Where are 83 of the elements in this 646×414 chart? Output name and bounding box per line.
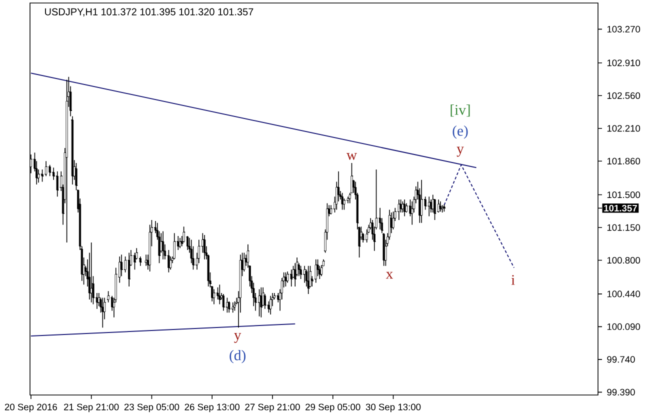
- y-tick-label: 101.500: [607, 191, 640, 198]
- candlestick: [75, 162, 78, 191]
- candlestick: [441, 204, 444, 213]
- candlestick: [128, 252, 130, 287]
- y-tick-label: 100.440: [607, 290, 640, 298]
- annotation: y: [456, 146, 464, 157]
- candlestick: [173, 232, 176, 260]
- chart-title: USDJPY,H1 101.372 101.395 101.320 101.357: [45, 8, 254, 17]
- candlestick: [439, 200, 442, 212]
- candlestick: [178, 237, 182, 249]
- candlestick: [438, 199, 440, 213]
- annotation: [iv]: [450, 104, 470, 117]
- x-tick-label: 21 Sep 21:00: [64, 404, 119, 412]
- y-tick-label: 100.800: [607, 256, 640, 264]
- candlestick: [148, 224, 151, 272]
- y-tick-label: 99.390: [607, 388, 635, 396]
- y-tick-label: 101.860: [607, 158, 640, 164]
- candlestick: [428, 196, 430, 217]
- candlestick: [134, 252, 136, 270]
- annotation: y: [234, 332, 242, 343]
- candlestick: [404, 199, 406, 217]
- candlestick: [204, 234, 206, 260]
- candlestick: [411, 200, 414, 226]
- candlestick: [420, 179, 423, 224]
- candlestick: [346, 196, 350, 204]
- candlestick: [186, 236, 189, 250]
- candlestick: [226, 297, 228, 314]
- y-tick-label: 102.210: [607, 125, 640, 132]
- candlestick: [382, 232, 385, 266]
- candlestick: [228, 301, 230, 314]
- annotation: (d): [230, 350, 246, 364]
- annotation: w: [346, 152, 357, 160]
- x-tick-label: 29 Sep 05:00: [306, 404, 360, 412]
- candlestick: [286, 271, 289, 284]
- candlestick: [304, 265, 306, 284]
- annotation: (e): [452, 125, 468, 139]
- candlestick: [300, 265, 302, 280]
- y-tick-label: 102.560: [607, 92, 640, 99]
- y-tick-label: 103.270: [607, 26, 640, 32]
- candlestick: [71, 116, 74, 185]
- candlestick: [307, 265, 310, 294]
- x-tick-label: 30 Sep 13:00: [366, 404, 421, 412]
- annotation: i: [511, 275, 515, 285]
- y-tick-label: 101.150: [607, 224, 640, 231]
- annotation: x: [386, 272, 393, 279]
- candlestick: [222, 294, 224, 312]
- candlestick: [284, 272, 287, 287]
- candlestick: [270, 295, 272, 315]
- candlestick: [432, 194, 434, 213]
- x-tick-label: 26 Sep 13:00: [184, 404, 240, 412]
- y-tick-label: 99.740: [607, 356, 635, 363]
- candlestick: [232, 302, 234, 314]
- x-tick-label: 23 Sep 05:00: [124, 404, 180, 412]
- candlestick: [341, 192, 344, 210]
- candlestick: [162, 230, 164, 260]
- candlestick: [90, 242, 92, 303]
- candlestick: [443, 204, 446, 212]
- candlestick: [290, 269, 292, 287]
- candlestick: [405, 202, 408, 213]
- candlestick: [392, 211, 394, 230]
- candlestick: [182, 226, 185, 243]
- y-tick-label: 102.910: [607, 60, 640, 66]
- candlestick: [402, 200, 404, 213]
- x-tick-label: 20 Sep 2016: [4, 404, 57, 412]
- candlestick: [139, 256, 142, 266]
- candlestick: [258, 288, 260, 317]
- candlestick: [434, 199, 436, 220]
- candlestick: [56, 170, 58, 198]
- x-tick-label: 27 Sep 21:00: [245, 404, 300, 412]
- candlestick: [366, 228, 368, 243]
- candlestick: [66, 79, 68, 243]
- y-tick-label: 100.090: [607, 323, 640, 330]
- candlestick: [234, 301, 236, 312]
- candlestick: [212, 288, 216, 305]
- candlestick: [48, 164, 51, 176]
- candlestick: [216, 287, 219, 300]
- candlestick: [102, 297, 104, 328]
- candlestick: [379, 207, 382, 230]
- candlestick: [45, 160, 48, 176]
- y-tick-label: 101.357: [604, 204, 637, 212]
- candlestick: [398, 199, 400, 220]
- candlestick: [260, 287, 262, 318]
- candlestick: [314, 258, 317, 284]
